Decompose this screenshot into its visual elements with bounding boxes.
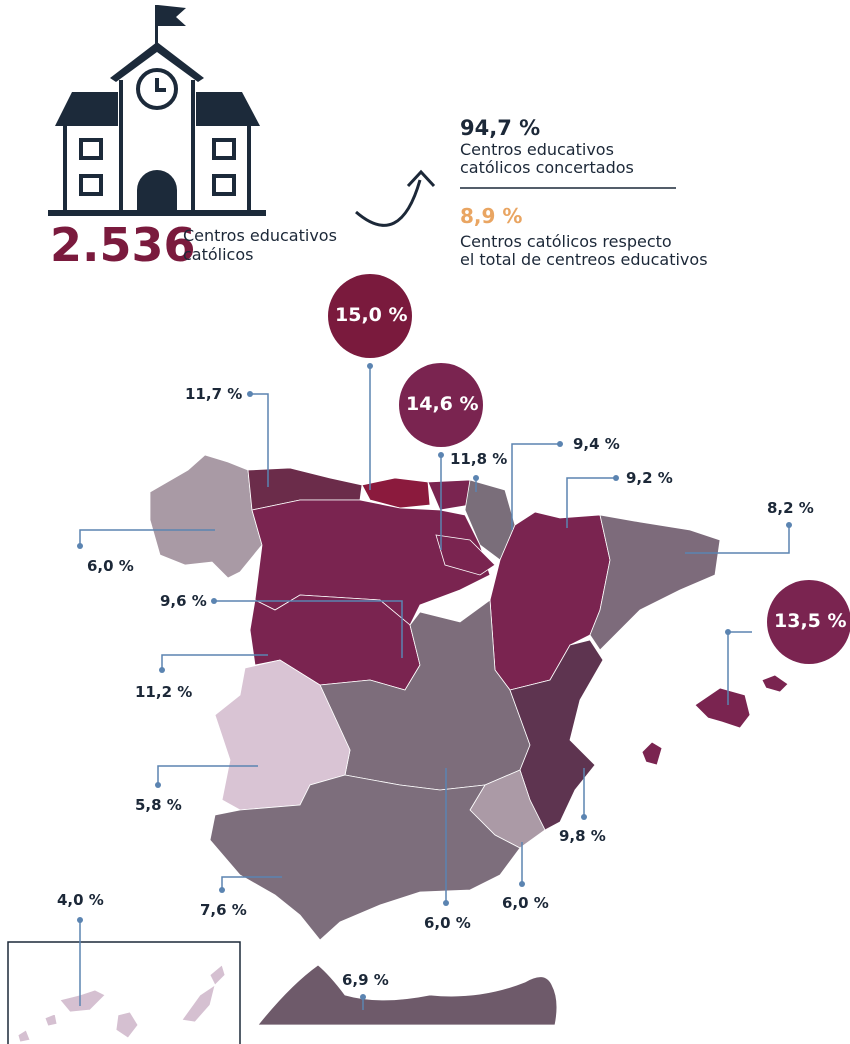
region [17,1029,31,1043]
caption-line: Centros católicos respecto [460,232,672,251]
caption-line: Centros educativos [183,226,337,245]
map-label: 9,4 % [573,435,620,453]
region [509,639,604,831]
region [115,1011,139,1039]
leaders [79,366,790,1010]
region [257,964,558,1026]
region [149,454,263,579]
map-label: 6,0 % [87,557,134,575]
caption-line: el total de centreos educativos [460,250,708,269]
region [181,984,216,1023]
bubble [328,274,412,358]
region [209,774,521,941]
map-label: 5,8 % [135,796,182,814]
region [641,741,663,766]
total: 2.536 [50,218,196,272]
caption-line: católicos concertados [460,158,634,177]
caption-line: católicos [183,245,254,264]
stat-value: 8,9 % [460,204,523,228]
map-label: 9,6 % [160,592,207,610]
stat-caption: Centros educativos católicos concertados [460,141,634,177]
stat-caption: Centros católicos respecto el total de c… [460,233,708,269]
map-label: 11,2 % [135,683,193,701]
map-label: 9,8 % [559,827,606,845]
map-label: 9,2 % [626,469,673,487]
region [427,479,471,511]
map-label: 11,7 % [185,385,243,403]
map-label: 6,9 % [342,971,389,989]
map-label: 6,0 % [502,894,549,912]
map-label: 4,0 % [57,891,104,909]
map-label: 8,2 % [767,499,814,517]
region [59,989,106,1013]
stat-value: 94,7 % [460,116,541,140]
region [209,964,226,986]
leader-dots [77,363,792,1000]
arrow [355,179,422,227]
bubble [399,363,483,447]
canarias-box [7,941,241,1044]
region [44,1013,58,1027]
map-label: 6,0 % [424,914,471,932]
arrow-head [406,169,436,188]
region [435,534,496,576]
map [17,454,789,1043]
caption-line: Centros educativos [460,140,614,159]
region [694,687,751,729]
school-icon [48,5,266,216]
total-caption: Centros educativos católicos [183,226,337,264]
region [589,514,721,651]
map-label: 7,6 % [200,901,247,919]
map-label: 11,8 % [450,450,508,468]
map-label: 15,0 % [335,304,408,326]
region [761,674,789,693]
region [361,477,431,509]
bubble [767,580,850,664]
map-label: 14,6 % [406,393,479,415]
map-label: 13,5 % [774,610,847,632]
